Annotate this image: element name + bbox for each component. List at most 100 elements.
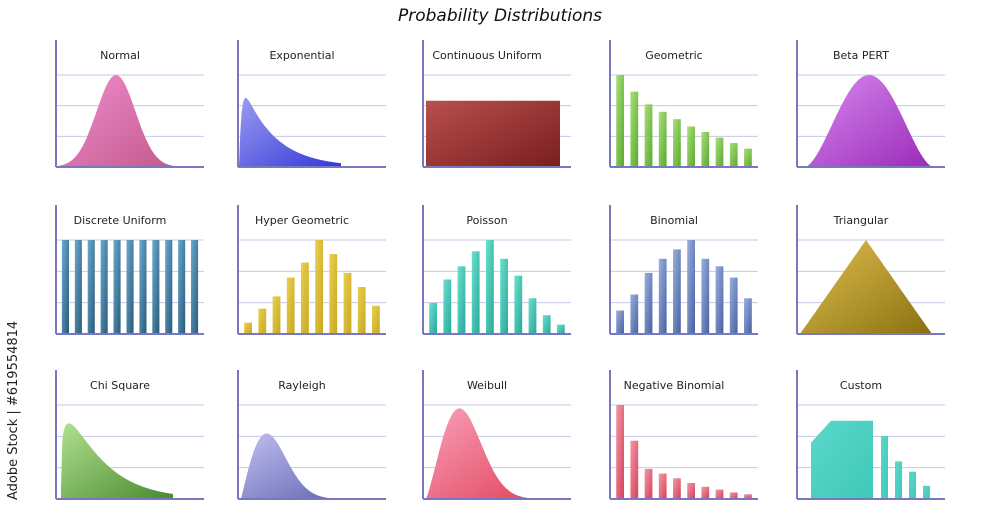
bar <box>357 287 366 334</box>
distribution-area <box>241 433 358 499</box>
chart-exponential: Exponential <box>237 40 386 168</box>
bar <box>895 461 902 499</box>
bar <box>113 240 121 334</box>
bar <box>471 251 480 334</box>
chart-rayleigh: Rayleigh <box>237 370 386 500</box>
page-title: Probability Distributions <box>398 6 602 26</box>
bar <box>744 494 752 499</box>
chart-title: Exponential <box>269 49 334 62</box>
bar <box>715 266 724 334</box>
bar <box>542 315 551 334</box>
distribution-area <box>800 240 932 334</box>
bar <box>644 272 653 334</box>
bar <box>126 240 134 334</box>
bar <box>486 240 494 334</box>
chart-title: Custom <box>840 379 882 392</box>
distribution-area <box>426 408 558 499</box>
bar <box>715 489 724 499</box>
chart-beta-pert: Beta PERT <box>796 40 945 168</box>
bar <box>744 298 752 334</box>
chart-title: Geometric <box>645 49 702 62</box>
chart-weibull: Weibull <box>422 370 571 500</box>
bar <box>881 436 888 499</box>
chart-hyper-geometric: Hyper Geometric <box>237 205 386 335</box>
chart-title: Normal <box>100 49 140 62</box>
bar <box>616 310 624 334</box>
bar <box>429 303 437 334</box>
bar <box>61 240 69 334</box>
distribution-area <box>59 75 173 167</box>
chart-title: Binomial <box>650 214 698 227</box>
bar <box>673 478 681 499</box>
bar <box>729 277 738 334</box>
bar <box>616 75 624 167</box>
bar <box>178 240 186 334</box>
bar <box>87 240 95 334</box>
bar <box>909 471 916 499</box>
bar <box>258 308 267 334</box>
bar <box>701 258 710 334</box>
bar <box>923 485 930 499</box>
chart-title: Triangular <box>833 214 889 227</box>
distribution-area <box>239 97 341 167</box>
chart-continuous-uniform: Continuous Uniform <box>422 40 571 168</box>
chart-title: Continuous Uniform <box>432 49 541 62</box>
bar <box>329 254 338 334</box>
bar <box>443 279 452 334</box>
chart-title: Poisson <box>466 214 507 227</box>
bar <box>616 405 624 499</box>
chart-title: Negative Binomial <box>624 379 725 392</box>
distribution-area <box>805 75 933 167</box>
bar <box>715 137 724 167</box>
bar <box>744 148 752 167</box>
chart-title: Weibull <box>467 379 507 392</box>
chart-normal: Normal <box>55 40 204 168</box>
chart-poisson: Poisson <box>422 205 571 335</box>
bar <box>701 486 710 499</box>
chart-geometric: Geometric <box>609 40 758 168</box>
bar <box>658 111 667 167</box>
chart-title: Discrete Uniform <box>74 214 167 227</box>
bar <box>673 249 681 334</box>
bar <box>372 305 380 334</box>
bar <box>286 277 295 334</box>
bar <box>191 240 199 334</box>
bar <box>100 240 108 334</box>
bar <box>644 104 653 167</box>
bar <box>557 324 565 334</box>
bar <box>528 298 537 334</box>
chart-chi-square: Chi Square <box>55 370 204 500</box>
bar <box>644 468 653 499</box>
bar <box>630 91 639 167</box>
bar <box>729 143 738 167</box>
bar <box>152 240 160 334</box>
chart-title: Chi Square <box>90 379 150 392</box>
chart-title: Rayleigh <box>278 379 326 392</box>
bar <box>673 119 681 167</box>
bar <box>343 272 352 334</box>
distribution-area <box>61 423 173 499</box>
chart-negative-binomial: Negative Binomial <box>609 370 758 500</box>
bar <box>139 240 147 334</box>
bar <box>630 294 639 334</box>
custom-area <box>811 420 873 499</box>
bar <box>658 258 667 334</box>
chart-discrete-uniform: Discrete Uniform <box>55 205 204 335</box>
chart-custom: Custom <box>796 370 945 500</box>
distribution-area <box>426 100 560 167</box>
bar <box>630 440 639 499</box>
bar <box>457 266 466 334</box>
chart-title: Beta PERT <box>833 49 889 62</box>
bar <box>687 483 695 499</box>
bar <box>687 126 695 167</box>
bar <box>658 473 667 499</box>
bar <box>500 258 508 334</box>
bar <box>701 132 710 167</box>
bar <box>301 262 309 334</box>
bar <box>244 322 252 334</box>
bar <box>165 240 173 334</box>
bar <box>687 240 695 334</box>
bar <box>729 492 738 499</box>
bar <box>514 275 523 334</box>
bar <box>315 240 323 334</box>
